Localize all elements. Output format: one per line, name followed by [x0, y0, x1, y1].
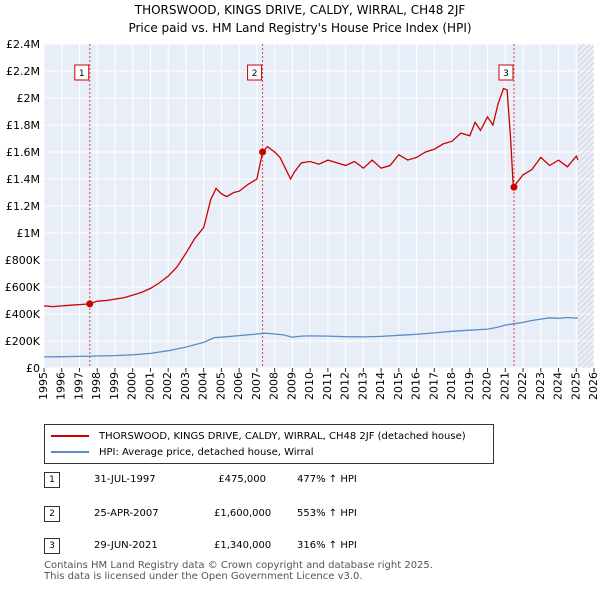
x-tick-label: 2024 — [552, 372, 565, 400]
x-tick-label: 2021 — [498, 372, 511, 400]
x-tick-label: 2010 — [303, 372, 316, 400]
x-tick-label: 2011 — [321, 372, 334, 400]
sale-marker-box — [74, 64, 90, 81]
x-tick-label: 1996 — [55, 372, 68, 400]
y-tick-label: £2.2M — [6, 65, 40, 78]
sale-marker-label: 3 — [503, 69, 509, 79]
footer-line-licence: This data is licensed under the Open Gov… — [44, 571, 363, 582]
legend-item-hpi: HPI: Average price, detached house, Wirr… — [51, 445, 314, 459]
sale-marker-label: 1 — [79, 69, 85, 79]
legend-item-property: THORSWOOD, KINGS DRIVE, CALDY, WIRRAL, C… — [51, 429, 466, 443]
x-tick-label: 1998 — [90, 372, 103, 400]
x-tick-label: 2013 — [356, 372, 369, 400]
sale-point — [259, 148, 267, 156]
sale-date: 29-JUN-2021 — [94, 540, 158, 551]
footer-line-copyright: Contains HM Land Registry data © Crown c… — [44, 560, 433, 571]
legend-label-property: THORSWOOD, KINGS DRIVE, CALDY, WIRRAL, C… — [99, 430, 466, 442]
sale-marker-label: 2 — [252, 69, 258, 79]
y-tick-label: £2.4M — [6, 38, 40, 51]
sale-point — [86, 300, 94, 308]
x-tick-label: 2005 — [214, 372, 227, 400]
chart-legend: THORSWOOD, KINGS DRIVE, CALDY, WIRRAL, C… — [44, 424, 494, 464]
chart-title: THORSWOOD, KINGS DRIVE, CALDY, WIRRAL, C… — [134, 3, 466, 17]
y-tick-label: £1M — [17, 227, 41, 240]
x-tick-label: 2025 — [569, 372, 582, 400]
sale-marker: 1 — [44, 472, 60, 488]
legend-label-hpi: HPI: Average price, detached house, Wirr… — [99, 446, 314, 458]
y-tick-label: £2M — [17, 92, 41, 105]
x-tick-label: 2002 — [161, 372, 174, 400]
x-tick-label: 1997 — [72, 372, 85, 400]
x-tick-label: 2026 — [587, 372, 600, 400]
x-tick-label: 2004 — [197, 372, 210, 400]
sale-marker-box — [247, 64, 263, 81]
y-tick-label: £1.2M — [6, 200, 40, 213]
sale-row: 3 29-JUN-2021 £1,340,000 316% ↑ HPI — [44, 538, 464, 558]
sale-row: 2 25-APR-2007 £1,600,000 553% ↑ HPI — [44, 506, 464, 526]
y-tick-label: £1.6M — [6, 146, 40, 159]
property-series-line — [43, 87, 579, 308]
x-tick-label: 2014 — [374, 372, 387, 400]
x-tick-label: 2012 — [339, 372, 352, 400]
sale-marker-box — [498, 64, 514, 81]
x-tick-label: 2016 — [410, 372, 423, 400]
y-tick-label: £800K — [5, 254, 41, 267]
y-tick-label: £600K — [5, 281, 41, 294]
x-tick-label: 2020 — [481, 372, 494, 400]
sale-marker: 3 — [44, 538, 60, 554]
legend-swatch-hpi — [51, 451, 89, 453]
hpi-series-line — [43, 316, 579, 358]
x-tick-label: 1995 — [37, 372, 50, 400]
x-tick-label: 2019 — [463, 372, 476, 400]
x-tick-label: 2001 — [143, 372, 156, 400]
x-tick-label: 2017 — [427, 372, 440, 400]
x-tick-label: 2018 — [445, 372, 458, 400]
sale-hpi-change: 477% ↑ HPI — [297, 474, 357, 485]
x-tick-label: 2023 — [534, 372, 547, 400]
sale-date: 31-JUL-1997 — [94, 474, 156, 485]
y-tick-label: £1.8M — [6, 119, 40, 132]
sale-marker: 2 — [44, 506, 60, 522]
forecast-hatch — [578, 44, 594, 368]
sale-price: £1,340,000 — [214, 540, 272, 551]
sale-price: £475,000 — [218, 474, 266, 485]
x-tick-label: 2015 — [392, 372, 405, 400]
sale-date: 25-APR-2007 — [94, 508, 159, 519]
sale-point — [510, 183, 518, 191]
y-tick-label: £1.4M — [6, 173, 40, 186]
legend-swatch-property — [51, 435, 89, 437]
sale-row: 1 31-JUL-1997 £475,000 477% ↑ HPI — [44, 472, 464, 492]
chart-subtitle: Price paid vs. HM Land Registry's House … — [128, 21, 472, 35]
sale-price: £1,600,000 — [214, 508, 272, 519]
price-chart: £0 £200K £400K £600K £800K £1M £1.2M £1.4M £1.6M… — [5, 38, 600, 400]
x-tick-label: 2022 — [516, 372, 529, 400]
y-tick-label: £400K — [5, 308, 41, 321]
x-tick-label: 2000 — [126, 372, 139, 400]
y-tick-label: £0 — [26, 362, 40, 375]
sale-hpi-change: 553% ↑ HPI — [297, 508, 357, 519]
x-tick-label: 2006 — [232, 372, 245, 400]
footer-attribution: Contains HM Land Registry data © Crown c… — [44, 560, 433, 582]
y-tick-label: £200K — [5, 335, 41, 348]
x-tick-label: 2007 — [250, 372, 263, 400]
x-tick-label: 2008 — [268, 372, 281, 400]
x-tick-label: 2009 — [285, 372, 298, 400]
x-tick-label: 2003 — [179, 372, 192, 400]
sale-hpi-change: 316% ↑ HPI — [297, 540, 357, 551]
x-tick-label: 1999 — [108, 372, 121, 400]
